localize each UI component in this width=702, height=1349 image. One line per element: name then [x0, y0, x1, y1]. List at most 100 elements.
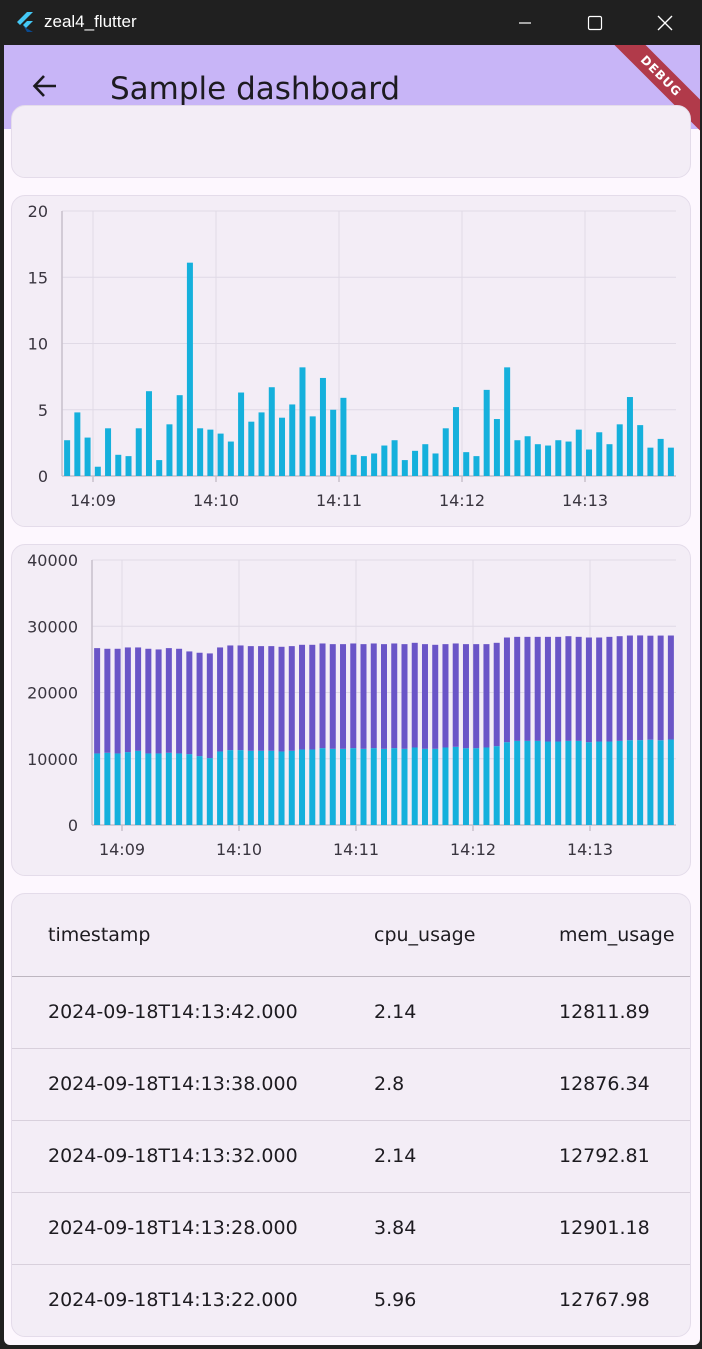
bar-stacked	[401, 644, 408, 749]
bar	[442, 428, 449, 476]
bar	[473, 456, 480, 476]
x-tick-label: 14:10	[193, 491, 239, 510]
bar	[422, 444, 429, 476]
bar-stacked	[350, 643, 357, 749]
x-tick-label: 14:09	[99, 840, 145, 859]
cell-cpu-usage: 2.14	[374, 976, 559, 1049]
bar	[340, 397, 347, 476]
bar	[105, 428, 112, 476]
bar-stacked	[616, 636, 623, 741]
bar	[124, 752, 131, 825]
bar-stacked	[534, 636, 541, 741]
bar-stacked	[462, 644, 469, 749]
bar	[176, 753, 183, 825]
scrolled-card	[11, 105, 691, 178]
bar	[421, 748, 428, 825]
bar	[534, 444, 541, 476]
bar	[258, 412, 265, 476]
bar-stacked	[217, 647, 224, 752]
table-row[interactable]: 2024-09-18T14:13:28.000 3.84 12901.18	[12, 1192, 690, 1265]
y-tick-label: 40000	[27, 551, 78, 570]
bar-stacked	[329, 644, 336, 749]
bar	[207, 429, 214, 476]
column-header-timestamp[interactable]: timestamp	[12, 894, 374, 977]
bar	[524, 436, 531, 476]
close-window-button[interactable]	[630, 0, 700, 45]
table-row[interactable]: 2024-09-18T14:13:38.000 2.8 12876.34	[12, 1048, 690, 1121]
bar-stacked	[206, 653, 213, 759]
y-tick-label: 0	[38, 467, 48, 486]
table-row[interactable]: 2024-09-18T14:13:32.000 2.14 12792.81	[12, 1120, 690, 1193]
bar	[165, 752, 172, 825]
bar	[227, 750, 234, 825]
bar	[114, 753, 121, 825]
bar	[626, 740, 633, 825]
bar-stacked	[155, 649, 162, 754]
minimize-button[interactable]	[490, 0, 560, 45]
bar	[616, 424, 623, 476]
bar	[626, 397, 633, 476]
close-icon	[657, 15, 673, 30]
bar	[299, 749, 306, 825]
bar	[197, 428, 204, 476]
bar-stacked	[647, 635, 654, 740]
bar-stacked	[596, 637, 603, 742]
table-row[interactable]: 2024-09-18T14:13:42.000 2.14 12811.89	[12, 976, 690, 1049]
x-tick-label: 14:11	[316, 491, 362, 510]
bar	[503, 742, 510, 825]
bar	[360, 748, 367, 825]
cell-cpu-usage: 3.84	[374, 1192, 559, 1265]
bar-stacked	[544, 636, 551, 742]
x-tick-label: 14:10	[216, 840, 262, 859]
app-window: Sample dashboard DEBUG 0 5 10 15 20 14:09 14:1…	[4, 45, 700, 1345]
bar	[637, 425, 644, 476]
bar	[330, 409, 337, 476]
cell-mem-usage: 12792.81	[559, 1120, 690, 1193]
bar	[585, 742, 592, 825]
column-header-cpu-usage[interactable]: cpu_usage	[374, 894, 559, 977]
bar	[381, 445, 388, 476]
bar	[637, 740, 644, 825]
x-tick-label: 14:11	[333, 840, 379, 859]
bar	[145, 391, 152, 476]
bar-stacked	[421, 644, 428, 749]
bar-stacked	[555, 636, 562, 742]
arrow-left-icon	[32, 75, 56, 97]
bar-stacked	[411, 642, 418, 748]
bar	[370, 748, 377, 825]
bar-stacked	[483, 644, 490, 748]
bar	[125, 456, 132, 476]
y-tick-label: 20000	[27, 684, 78, 703]
bar-stacked	[606, 636, 613, 742]
bar-stacked	[299, 644, 306, 750]
bar	[565, 740, 572, 825]
bar-stacked	[237, 645, 244, 751]
cell-mem-usage: 12901.18	[559, 1192, 690, 1265]
back-button[interactable]	[24, 65, 66, 107]
memory-usage-chart-card: 0 10000 20000 30000 40000 14:09 14:10 14:11 14:1…	[11, 544, 691, 876]
bar-stacked	[288, 646, 295, 751]
bar	[463, 452, 470, 476]
bar	[217, 751, 224, 825]
bar	[227, 441, 234, 476]
bar	[647, 739, 654, 825]
bar	[64, 440, 71, 476]
y-tick-label: 15	[28, 268, 48, 287]
x-tick-label: 14:12	[450, 840, 496, 859]
metrics-table: timestamp cpu_usage mem_usage 2024-09-18…	[12, 894, 690, 1336]
bar-stacked	[626, 635, 633, 741]
bar	[401, 460, 408, 476]
bar-stacked	[432, 644, 439, 749]
bar	[432, 748, 439, 825]
maximize-button[interactable]	[560, 0, 630, 45]
bar	[115, 454, 122, 476]
bar	[340, 748, 347, 825]
bar-stacked	[637, 635, 644, 741]
cell-timestamp: 2024-09-18T14:13:22.000	[12, 1264, 374, 1336]
bar	[289, 404, 296, 476]
table-row[interactable]: 2024-09-18T14:13:22.000 5.96 12767.98	[12, 1264, 690, 1336]
bar	[135, 750, 142, 825]
column-header-mem-usage[interactable]: mem_usage	[559, 894, 690, 977]
bar	[555, 741, 562, 825]
bar-stacked	[391, 643, 398, 749]
